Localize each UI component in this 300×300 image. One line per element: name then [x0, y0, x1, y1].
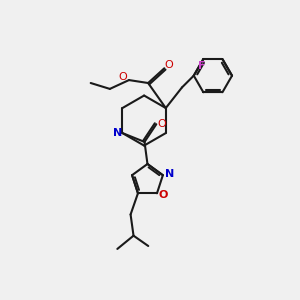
Text: O: O: [157, 119, 166, 129]
Text: O: O: [119, 71, 128, 82]
Text: O: O: [164, 60, 173, 70]
Text: O: O: [159, 190, 168, 200]
Text: F: F: [198, 61, 206, 70]
Text: N: N: [165, 169, 174, 179]
Text: N: N: [112, 128, 122, 138]
